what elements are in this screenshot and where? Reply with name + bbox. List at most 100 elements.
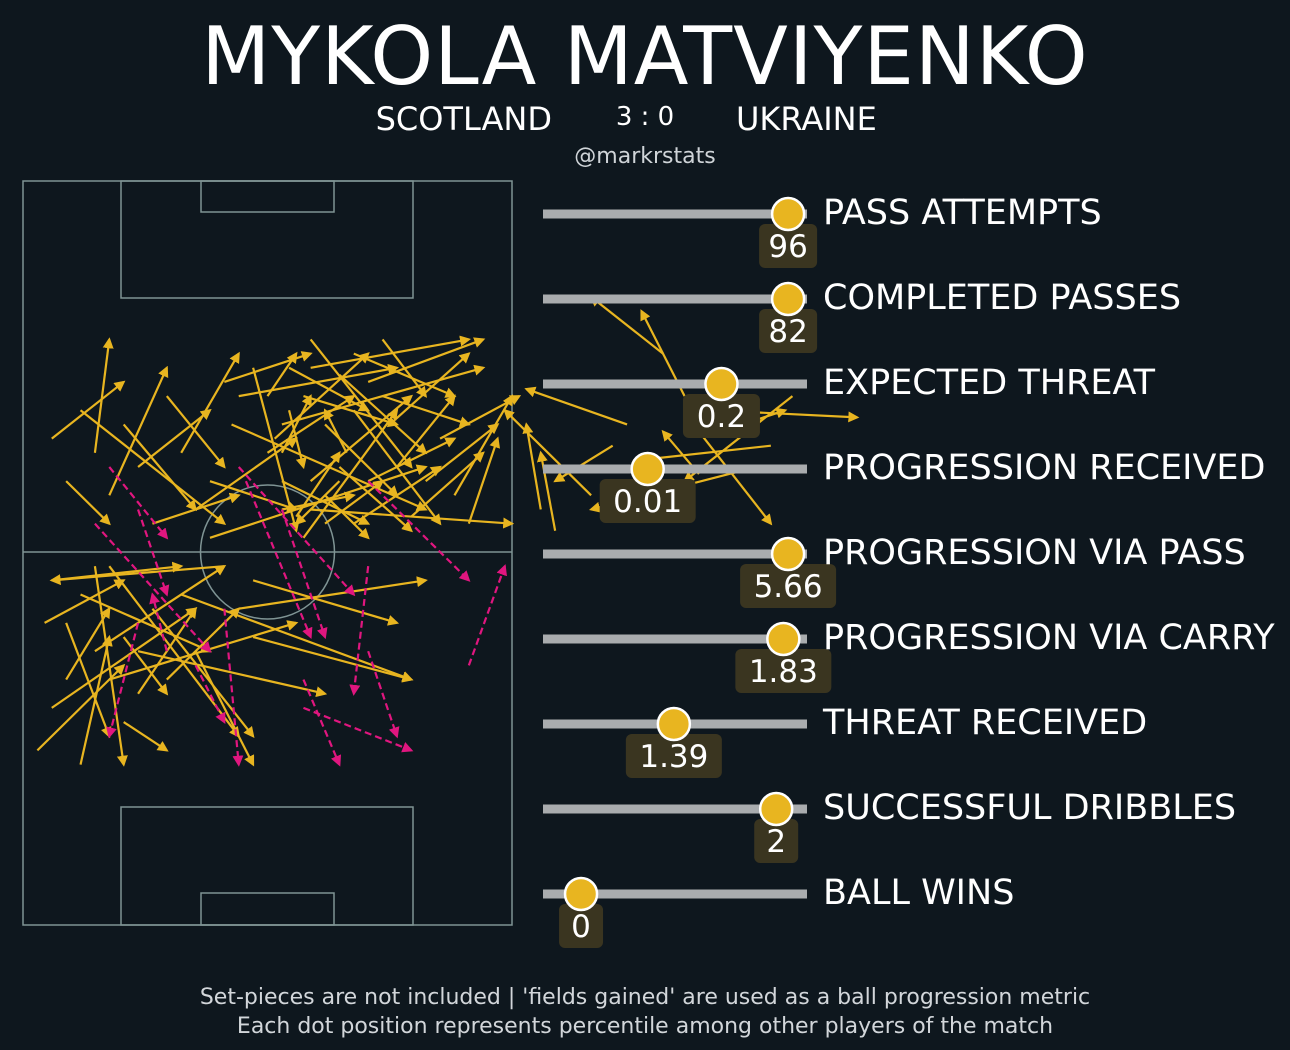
metric-dot-2 <box>704 366 739 402</box>
carry-arrow-5 <box>467 564 507 666</box>
pass-arrow-42 <box>273 352 370 440</box>
metric-value-box-5 <box>735 649 832 693</box>
pass-arrow-16 <box>439 395 522 440</box>
footer-note-setpieces: Set-pieces are not included | 'fields ga… <box>199 985 1091 1010</box>
metric-value-1: 82 <box>768 314 807 350</box>
pass-arrow-59 <box>108 365 169 496</box>
pass-arrow-73 <box>80 593 212 653</box>
pass-arrow-69 <box>36 663 126 752</box>
pass-arrow-81 <box>123 721 169 752</box>
metric-value-0: 96 <box>768 229 807 265</box>
metric-label-5: PROGRESSION VIA CARRY <box>823 618 1275 658</box>
metric-label-3: PROGRESSION RECEIVED <box>823 448 1266 488</box>
footer-note-percentile: Each dot position represents percentile … <box>236 1014 1054 1039</box>
carry-arrow-9 <box>244 480 313 640</box>
pass-arrow-40 <box>281 480 371 525</box>
carry-arrow-0 <box>303 706 414 753</box>
pass-arrow-24 <box>338 374 428 455</box>
top-six-yard-box <box>200 180 335 213</box>
metric-dot-7 <box>758 791 794 827</box>
carry-arrow-3 <box>349 566 370 696</box>
metric-dot-8 <box>563 876 599 912</box>
metric-dot-1 <box>770 281 806 317</box>
metric-label-8: BALL WINS <box>823 873 1015 913</box>
metric-dot-0 <box>770 196 806 232</box>
carry-arrow-13 <box>94 522 212 653</box>
pass-arrow-66 <box>238 363 400 398</box>
pass-arrow-86 <box>252 635 414 683</box>
pass-arrow-49 <box>367 337 486 383</box>
bottom-six-yard-box <box>200 892 335 926</box>
metric-value-box-4 <box>740 564 837 608</box>
metric-value-box-8 <box>559 904 604 948</box>
pass-arrow-85 <box>238 576 428 610</box>
carry-arrow-14 <box>137 509 170 597</box>
top-penalty-box <box>120 180 414 299</box>
pass-arrow-15 <box>453 394 514 496</box>
pass-arrow-48 <box>302 408 399 539</box>
pass-arrow-63 <box>51 380 126 440</box>
pass-arrow-90 <box>137 650 328 698</box>
pass-arrow-55 <box>165 395 226 469</box>
metric-value-box-7 <box>754 819 799 863</box>
pass-arrow-65 <box>231 423 428 511</box>
match-score: 3 : 0 <box>615 102 675 132</box>
pass-arrow-37 <box>280 394 312 454</box>
metric-value-box-3 <box>599 479 696 523</box>
metric-dot-5 <box>766 621 801 657</box>
pass-arrow-5 <box>639 444 772 465</box>
pass-arrow-64 <box>209 464 428 539</box>
metric-dot-4 <box>770 536 806 572</box>
pass-arrow-62 <box>65 480 111 526</box>
pass-arrow-0 <box>553 444 614 483</box>
pass-arrow-70 <box>44 579 126 624</box>
pass-arrow-14 <box>467 436 501 525</box>
pass-arrow-75 <box>108 565 241 738</box>
metric-value-box-6 <box>625 734 722 778</box>
pass-arrow-41 <box>266 394 356 454</box>
carry-arrow-2 <box>106 622 140 739</box>
pass-arrow-52 <box>209 480 299 512</box>
pass-arrow-74 <box>94 564 227 653</box>
pass-arrow-76 <box>122 636 169 696</box>
pass-arrow-19 <box>396 394 456 468</box>
metric-value-3: 0.01 <box>613 484 682 520</box>
carry-arrow-10 <box>237 466 356 597</box>
pass-arrow-11 <box>503 408 592 497</box>
metric-label-0: PASS ATTEMPTS <box>823 193 1102 233</box>
away-team: UKRAINE <box>736 100 877 138</box>
centre-circle <box>199 484 336 620</box>
metric-label-4: PROGRESSION VIA PASS <box>823 533 1246 573</box>
metric-label-7: SUCCESSFUL DRIBBLES <box>823 788 1237 828</box>
pass-arrow-20 <box>382 395 471 427</box>
author-handle: @markrstats <box>574 144 716 169</box>
metric-value-box-1 <box>759 309 818 353</box>
pass-arrow-34 <box>389 352 471 426</box>
pass-arrow-84 <box>49 565 225 586</box>
metric-label-1: COMPLETED PASSES <box>823 278 1182 318</box>
pass-arrow-3 <box>698 430 773 526</box>
carry-arrow-11 <box>280 509 328 640</box>
metric-value-7: 2 <box>766 824 786 860</box>
carry-arrow-6 <box>149 592 168 652</box>
carry-arrow-12 <box>367 480 471 582</box>
home-team: SCOTLAND <box>375 100 552 138</box>
metric-dot-3 <box>630 451 665 487</box>
player-name: MYKOLA MATVIYENKO <box>201 10 1089 103</box>
pass-arrow-50 <box>310 335 472 369</box>
pass-arrow-61 <box>79 409 227 526</box>
metric-value-8: 0 <box>571 909 591 945</box>
pass-arrow-83 <box>65 622 112 739</box>
pitch-outline <box>22 180 513 926</box>
metric-value-4: 5.66 <box>754 569 823 605</box>
pass-arrow-27 <box>303 395 400 428</box>
pass-arrow-47 <box>324 408 348 454</box>
pass-arrow-10 <box>524 386 628 426</box>
pass-arrow-79 <box>151 608 255 738</box>
pass-arrow-44 <box>310 508 515 529</box>
metric-label-6: THREAT RECEIVED <box>823 703 1148 743</box>
pass-arrow-51 <box>224 351 313 383</box>
pass-arrow-68 <box>51 607 198 709</box>
bottom-penalty-box <box>120 806 414 926</box>
